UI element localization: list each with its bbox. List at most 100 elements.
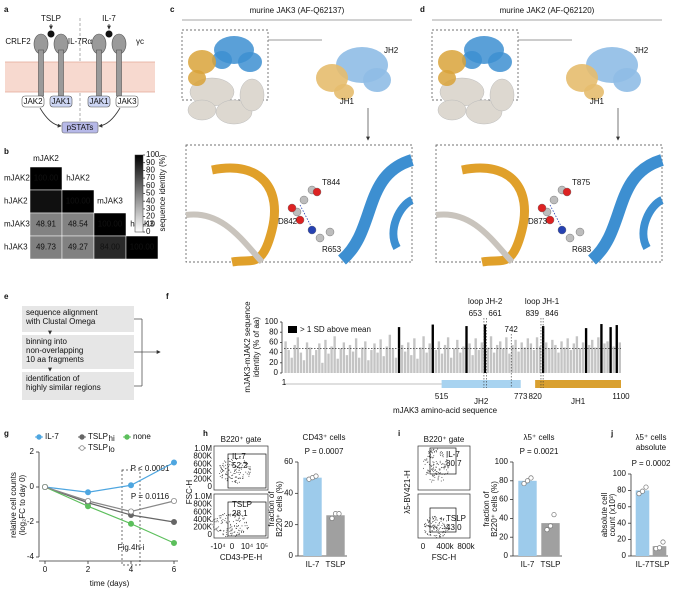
receptor-stalk [38, 49, 44, 97]
panel-letter: g [4, 429, 9, 438]
step-text: identification of [26, 374, 80, 383]
bar [416, 358, 419, 373]
bar [560, 341, 563, 373]
event-dot [433, 455, 435, 457]
event-dot [226, 522, 228, 524]
event-dot [248, 473, 250, 475]
data-point [170, 519, 177, 526]
y-axis-label: mJAK3-mJAK2 sequence [243, 301, 252, 393]
ligand-label: IL-7 [102, 14, 116, 23]
event-dot [435, 519, 437, 521]
y-tick-label: 20 [284, 520, 293, 529]
event-dot [248, 468, 250, 470]
y-tick-label: 80 [499, 476, 508, 485]
bar [330, 346, 333, 373]
event-dot [440, 535, 442, 537]
event-dot [438, 468, 440, 470]
event-dot [448, 466, 450, 468]
event-dot [441, 452, 443, 454]
bar [489, 336, 493, 373]
x-axis-label: time (days) [90, 579, 130, 588]
event-dot [240, 462, 242, 464]
event-dot [432, 448, 434, 450]
event-dot [231, 477, 233, 479]
jh2-blob [488, 52, 512, 72]
event-dot [242, 531, 244, 533]
replicate-point [544, 527, 550, 533]
legend-label: > 1 SD above mean [300, 325, 371, 334]
jak-box [21, 95, 45, 108]
event-dot [427, 461, 429, 463]
y-tick-label: 80 [617, 486, 626, 495]
y-tick-label: 20 [499, 532, 508, 541]
event-dot [236, 513, 238, 515]
event-dot [224, 460, 226, 462]
event-dot [220, 467, 222, 469]
cell-label: 100.00 [34, 174, 59, 183]
legend-marker [79, 445, 85, 451]
event-dot [225, 535, 227, 537]
event-dot [241, 531, 243, 533]
event-dot [432, 468, 434, 470]
bar [321, 362, 324, 373]
row-label: mJAK3 [4, 220, 30, 229]
replicate-point [336, 511, 342, 517]
colorbar-tick-label: 40 [146, 196, 155, 205]
data-point [42, 483, 49, 490]
event-dot [427, 455, 429, 457]
x-tick-label: 10⁴ [241, 542, 254, 551]
event-dot [220, 514, 222, 516]
event-dot [213, 523, 215, 525]
event-dot [248, 475, 250, 477]
event-dot [243, 518, 245, 520]
bar [299, 352, 303, 373]
event-dot [441, 525, 443, 527]
y-tick-label: 0 [504, 551, 509, 560]
event-dot [236, 522, 238, 524]
bar [293, 344, 296, 373]
event-dot [239, 530, 241, 532]
event-dot [424, 532, 426, 534]
event-dot [231, 529, 233, 531]
event-dot [231, 533, 233, 535]
domain-end-label: 1100 [612, 392, 630, 401]
event-dot [243, 460, 245, 462]
y-axis-label: fraction of [267, 491, 276, 527]
event-dot [439, 532, 441, 534]
event-dot [434, 469, 436, 471]
y-tick-label: 1.0M [194, 492, 212, 501]
bar [315, 350, 318, 373]
bar [425, 352, 428, 373]
highlight-box [121, 469, 141, 566]
panel-letter: e [4, 292, 9, 301]
atom [295, 215, 305, 225]
data-point [85, 489, 92, 496]
legend-subscript: lo [109, 445, 116, 454]
jak-box [87, 95, 111, 108]
event-dot [242, 462, 244, 464]
event-dot [443, 519, 445, 521]
event-dot [441, 455, 443, 457]
event-dot [222, 519, 224, 521]
event-dot [215, 518, 217, 520]
event-dot [222, 474, 224, 476]
bar [296, 337, 300, 373]
event-dot [445, 461, 447, 463]
event-dot [225, 467, 227, 469]
event-dot [242, 515, 244, 517]
event-dot [216, 528, 218, 530]
residue-label: D873 [528, 217, 548, 226]
jh1-blob [584, 84, 604, 100]
step-text: binning into [26, 337, 67, 346]
bar [584, 328, 588, 373]
bar [545, 342, 548, 373]
ligand [105, 30, 113, 38]
y-tick-label: 40 [499, 514, 508, 523]
bar [581, 342, 585, 373]
event-dot [232, 521, 234, 523]
y-tick-label: 100 [613, 469, 627, 478]
y-tick-label: 40 [617, 518, 626, 527]
event-dot [231, 477, 233, 479]
event-dot [236, 520, 238, 522]
crop-box [181, 29, 269, 101]
